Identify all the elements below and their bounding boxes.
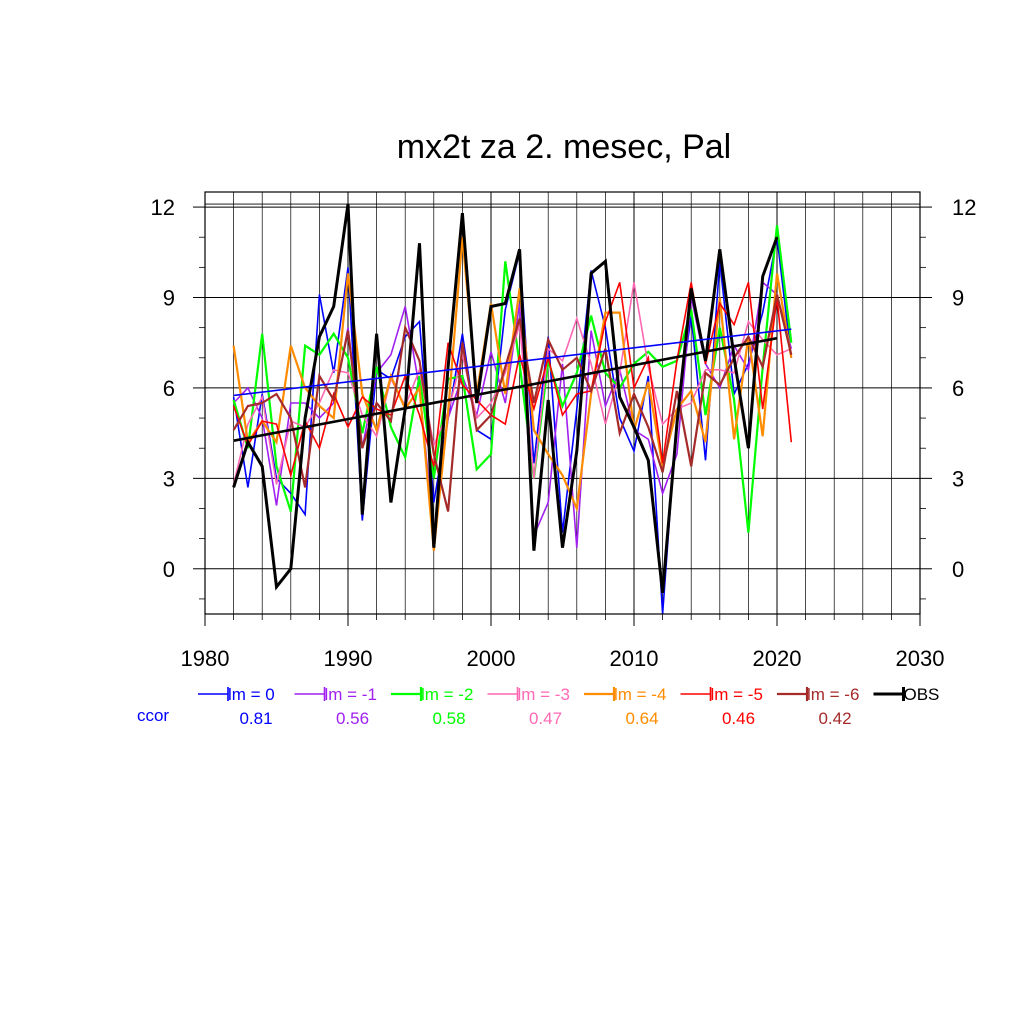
y-tick-label-right: 0 [952,557,964,582]
ccor-value: 0.64 [625,709,658,728]
ccor-value: 0.56 [336,709,369,728]
legend-label: lm = -4 [614,685,666,704]
y-tick-label-right: 12 [952,195,976,220]
legend-label: lm = -1 [325,685,377,704]
trend-line [233,328,792,397]
y-tick-label-left: 12 [151,195,175,220]
legend-label: OBS [904,685,940,704]
y-tick-label-right: 3 [952,466,964,491]
series-line-obs [232,203,779,594]
x-tick-label: 2030 [896,646,945,671]
y-tick-label-right: 9 [952,286,964,311]
plot-frame [204,191,921,615]
x-tick-label: 2010 [610,646,659,671]
y-tick-label-left: 6 [163,376,175,401]
x-tick-label: 2020 [753,646,802,671]
trend-line [233,336,778,442]
y-tick-label-right: 6 [952,376,964,401]
ccor-value: 0.58 [432,709,465,728]
legend-label: lm = -5 [711,685,763,704]
chart-title: mx2t za 2. mesec, Pal [397,128,731,166]
series-line-lm-2 [232,225,793,533]
trend-lines [233,328,792,442]
x-tick-label: 1980 [181,646,230,671]
y-tick-label-left: 9 [163,286,175,311]
x-tick-label: 1990 [324,646,373,671]
ccor-value: 0.81 [239,709,272,728]
series-lines [232,203,793,615]
ccor-label: ccor [137,706,169,725]
y-tick-label-left: 3 [163,466,175,491]
legend: lm = 0 0.81 lm = -1 0.56 lm = -2 0.58 lm = -3 0… [137,685,939,728]
legend-label: lm = -6 [807,685,859,704]
legend-label: lm = -3 [518,685,570,704]
ccor-value: 0.46 [722,709,755,728]
legend-label: lm = 0 [228,685,275,704]
axes: 1980 1990 2000 2010 2020 2030 0 0 3 3 6 6 9 9 12 12 [151,191,976,671]
ccor-value: 0.47 [529,709,562,728]
legend-label: lm = -2 [421,685,473,704]
y-tick-label-left: 0 [163,557,175,582]
ccor-value: 0.42 [818,709,851,728]
series-line-lm-6 [232,294,793,512]
x-tick-label: 2000 [467,646,516,671]
